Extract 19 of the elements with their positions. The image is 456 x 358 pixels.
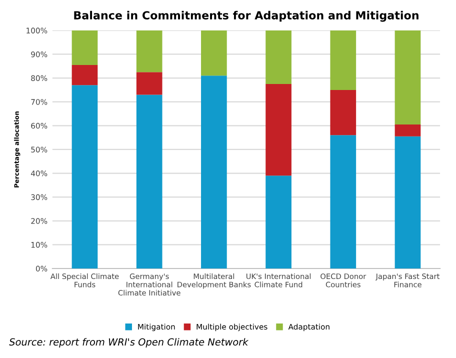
chart-title: Balance in Commitments for Adaptation and Mitigation xyxy=(74,10,418,22)
bar xyxy=(136,94,162,268)
bar xyxy=(136,72,162,95)
bar xyxy=(266,84,292,176)
bar xyxy=(330,135,356,268)
bar xyxy=(201,76,227,268)
bar xyxy=(72,64,98,86)
bar xyxy=(394,136,421,268)
bar xyxy=(72,85,98,268)
bar xyxy=(394,124,421,136)
bar xyxy=(266,176,292,268)
bar xyxy=(394,30,421,124)
bar xyxy=(72,30,98,65)
bar xyxy=(330,90,356,136)
bar xyxy=(266,30,292,84)
source-note: Source: report from WRI's Open Climate Network xyxy=(9,338,249,348)
bar xyxy=(201,30,227,76)
bar xyxy=(330,30,356,90)
bar xyxy=(136,30,162,72)
